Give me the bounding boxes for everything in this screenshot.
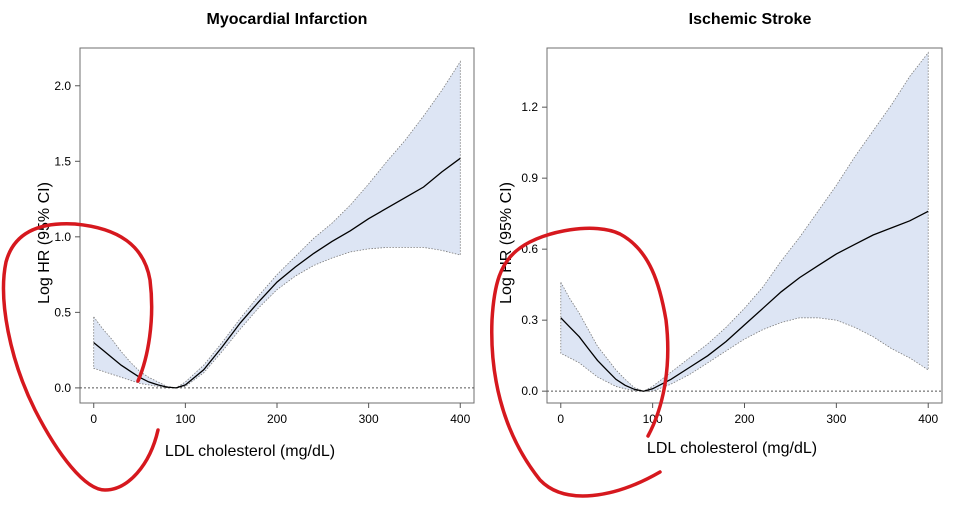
estimate-line: [560, 210, 929, 392]
panel-myocardial-infarction: Myocardial Infarction 0 100 200 300 400 0.0 0.5…: [36, 11, 475, 460]
chart-title: Ischemic Stroke: [689, 11, 812, 28]
y-axis-label: Log HR (95% CI): [498, 182, 515, 304]
y-tick-label: 0.3: [521, 313, 538, 327]
y-tick-label: 1.2: [521, 100, 538, 114]
x-tick-label: 300: [359, 412, 379, 426]
red-annotation-layer: [1, 222, 670, 498]
y-tick-label: 0.0: [54, 381, 71, 395]
x-tick-label: 100: [175, 412, 195, 426]
x-tick-label: 0: [557, 412, 564, 426]
x-tick-label: 400: [450, 412, 470, 426]
confidence-band: [560, 51, 929, 392]
red-circle-annotation-right: [490, 226, 670, 498]
red-circle-annotation-left: [1, 222, 160, 492]
x-tick-label: 400: [918, 412, 938, 426]
y-tick-label: 1.0: [54, 230, 71, 244]
x-axis-label: LDL cholesterol (mg/dL): [165, 443, 335, 460]
x-tick-label: 300: [826, 412, 846, 426]
y-tick-label: 0.0: [521, 384, 538, 398]
y-tick-label: 2.0: [54, 79, 71, 93]
x-tick-label: 200: [267, 412, 287, 426]
x-tick-label: 200: [734, 412, 754, 426]
chart-title: Myocardial Infarction: [207, 11, 368, 28]
y-tick-label: 1.5: [54, 154, 71, 168]
y-axis-label: Log HR (95% CI): [36, 182, 53, 304]
y-tick-label: 0.5: [54, 305, 71, 319]
x-tick-label: 0: [90, 412, 97, 426]
x-axis-label: LDL cholesterol (mg/dL): [647, 440, 817, 457]
y-tick-label: 0.9: [521, 171, 538, 185]
estimate-line: [93, 157, 461, 389]
